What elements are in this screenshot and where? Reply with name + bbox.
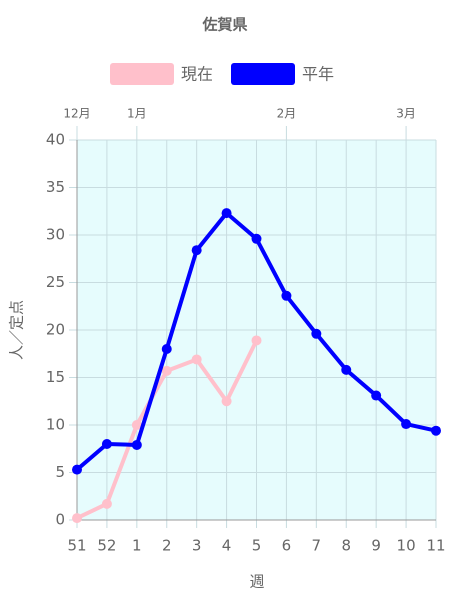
data-point — [431, 425, 441, 436]
data-point — [72, 513, 82, 524]
data-point — [101, 498, 112, 509]
data-point — [131, 439, 142, 450]
data-point — [161, 365, 172, 376]
y-tick-label: 35 — [46, 178, 65, 196]
x-tick-label: 10 — [397, 537, 416, 555]
data-point — [371, 390, 382, 401]
x-axis-label: 週 — [249, 573, 264, 591]
x-tick-label: 11 — [426, 537, 445, 555]
data-point — [251, 335, 262, 346]
legend-label: 平年 — [302, 65, 334, 84]
top-tick-label: 12月 — [63, 107, 90, 121]
x-tick-label: 3 — [192, 537, 202, 555]
x-tick-label: 2 — [162, 537, 172, 555]
data-point — [72, 464, 82, 475]
x-tick-label: 52 — [97, 537, 116, 555]
data-point — [341, 364, 352, 375]
y-tick-label: 0 — [55, 511, 65, 529]
data-point — [401, 419, 412, 430]
top-tick-label: 1月 — [127, 107, 147, 121]
data-point — [281, 290, 292, 301]
x-tick-label: 6 — [282, 537, 292, 555]
y-tick-label: 15 — [46, 368, 65, 386]
y-tick-label: 10 — [46, 416, 65, 434]
data-point — [251, 233, 262, 244]
data-point — [221, 396, 232, 407]
y-tick-label: 40 — [46, 131, 65, 149]
data-point — [191, 354, 202, 365]
top-tick-label: 2月 — [277, 107, 297, 121]
x-tick-label: 8 — [341, 537, 351, 555]
x-tick-label: 4 — [222, 537, 232, 555]
y-tick-label: 25 — [46, 273, 65, 291]
top-tick-label: 3月 — [396, 107, 416, 121]
data-point — [221, 208, 232, 219]
legend-swatch — [110, 63, 174, 85]
data-point — [311, 328, 322, 339]
data-point — [131, 420, 142, 430]
x-tick-label: 1 — [132, 537, 142, 555]
y-tick-label: 5 — [55, 463, 65, 481]
data-point — [101, 439, 112, 449]
y-tick-label: 30 — [46, 226, 65, 244]
y-tick-label: 20 — [46, 321, 65, 339]
data-point — [161, 344, 172, 354]
y-axis-label: 人／定点 — [8, 300, 26, 360]
chart-title: 佐賀県 — [201, 16, 247, 34]
x-tick-label: 51 — [67, 537, 86, 555]
legend-swatch — [231, 63, 295, 85]
x-tick-label: 9 — [371, 537, 381, 555]
x-tick-label: 5 — [252, 537, 262, 555]
data-point — [191, 245, 202, 256]
x-tick-label: 7 — [312, 537, 322, 555]
legend-label: 現在 — [181, 65, 213, 84]
